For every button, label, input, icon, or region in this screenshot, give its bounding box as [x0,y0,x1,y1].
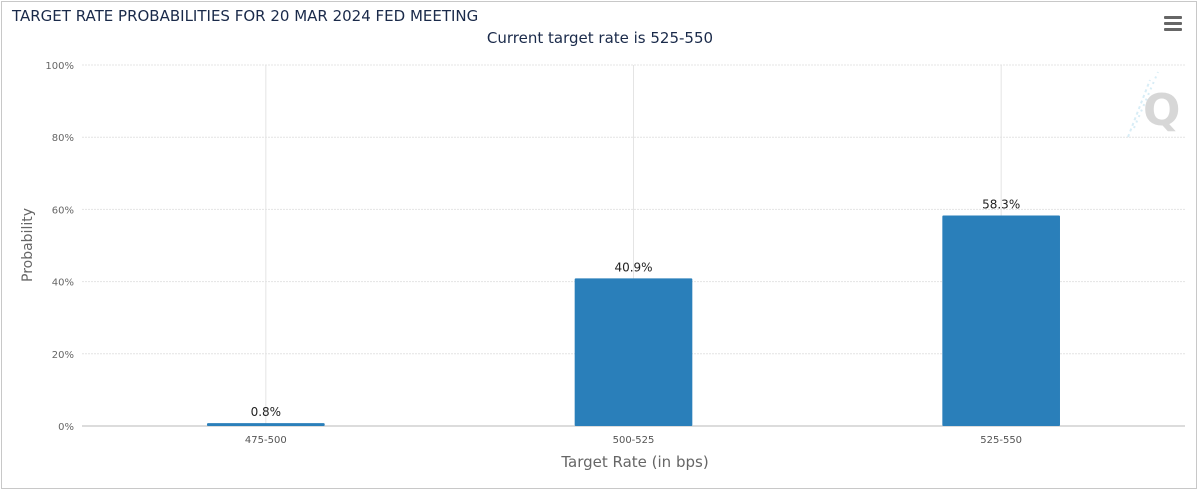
chart-subtitle: Current target rate is 525-550 [486,29,714,47]
chart-title: TARGET RATE PROBABILITIES FOR 20 MAR 202… [12,7,479,25]
hamburger-menu-icon[interactable] [1160,14,1186,36]
